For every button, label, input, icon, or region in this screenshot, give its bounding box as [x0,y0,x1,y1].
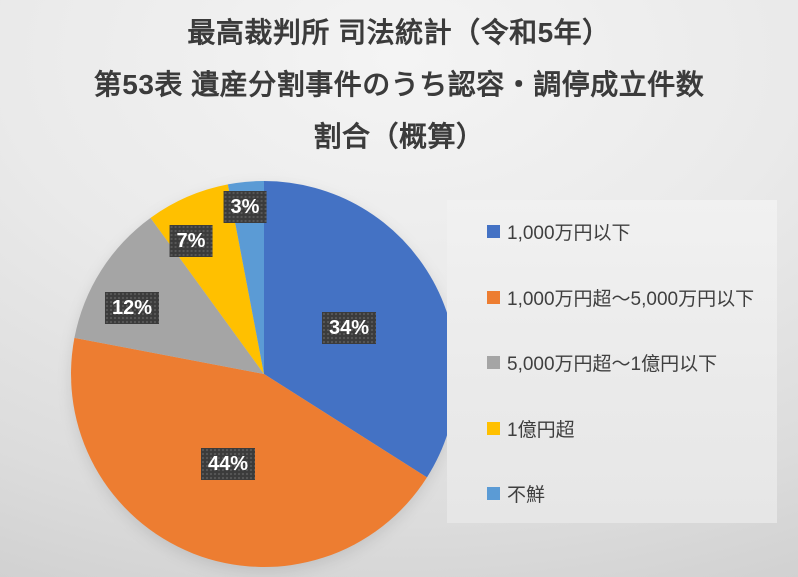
pie-label-3: 7% [169,225,213,257]
legend-item-0: 1,000万円以下 [487,218,771,245]
legend-label: 5,000万円超〜1億円以下 [507,354,718,375]
legend-marker-icon [487,487,500,500]
legend-item-1: 1,000万円超〜5,000万円以下 [487,284,771,311]
legend-item-2: 5,000万円超〜1億円以下 [487,349,771,376]
legend-label: 不鮮 [507,485,546,506]
legend-marker-icon [487,290,500,304]
legend-label: 1,000万円以下 [507,223,631,244]
legend-marker-icon [487,356,500,369]
pie-label-0: 34% [321,312,377,344]
legend-item-3: 1億円超 [487,415,771,442]
pie-label-2: 12% [104,292,160,324]
chart-title-line-3: 割合（概算） [313,121,485,152]
pie-label-1: 44% [200,448,256,480]
pie-slice-4 [227,181,264,374]
legend-marker-icon [487,225,500,238]
chart-title-line-2: 第53表 遺産分割事件のうち認容・調停成立件数 [93,69,705,100]
legend-marker-icon [487,421,500,435]
legend-label: 1億円超 [507,419,575,441]
chart-title: 最高裁判所 司法統計（令和5年） 第53表 遺産分割事件のうち認容・調停成立件数… [0,7,798,163]
pie-label-4: 3% [223,191,267,223]
pie-slice-2 [74,217,264,374]
legend-item-4: 不鮮 [487,480,771,507]
chart-title-line-1: 最高裁判所 司法統計（令和5年） [187,17,611,48]
legend-label: 1,000万円超〜5,000万円以下 [507,288,755,310]
chart-legend: 1,000万円以下 1,000万円超〜5,000万円以下 5,000万円超〜1億円以… [447,200,777,523]
